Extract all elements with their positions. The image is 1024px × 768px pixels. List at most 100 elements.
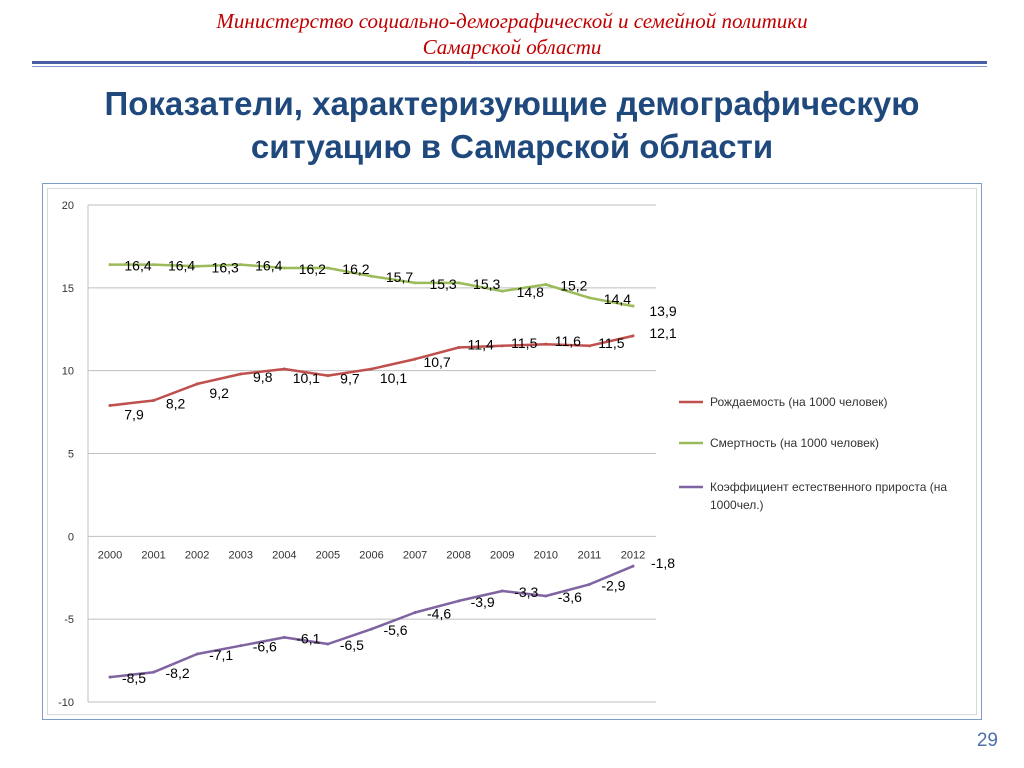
header-divider-thick bbox=[32, 61, 987, 64]
data-label: -4,6 bbox=[427, 606, 451, 622]
chart-area-border bbox=[47, 188, 977, 715]
x-tick-label: 2000 bbox=[98, 549, 122, 561]
x-tick-label: 2010 bbox=[534, 549, 558, 561]
data-point bbox=[326, 266, 330, 270]
data-point bbox=[457, 281, 461, 285]
slide-title-line1: Показатели, характеризующие демографичес… bbox=[104, 85, 920, 122]
data-label: 16,4 bbox=[124, 258, 151, 274]
x-tick-label: 2004 bbox=[272, 549, 296, 561]
data-label: 8,2 bbox=[166, 395, 186, 411]
data-point bbox=[631, 564, 635, 568]
data-point bbox=[544, 283, 548, 287]
slide-title-line2: ситуацию в Самарской области bbox=[250, 128, 774, 165]
data-point bbox=[631, 334, 635, 338]
data-label: 11,5 bbox=[511, 335, 537, 351]
x-tick-label: 2006 bbox=[359, 549, 383, 561]
data-label: -3,9 bbox=[471, 594, 495, 610]
data-label: 10,7 bbox=[423, 354, 450, 370]
data-label: 9,2 bbox=[209, 385, 229, 401]
data-point bbox=[587, 296, 591, 300]
data-point bbox=[239, 372, 243, 376]
data-label: 14,8 bbox=[517, 284, 544, 300]
data-point bbox=[326, 642, 330, 646]
data-point bbox=[500, 344, 504, 348]
x-tick-label: 2001 bbox=[141, 549, 165, 561]
legend-label: Коэффициент естественного прироста (на bbox=[710, 480, 947, 494]
ministry-name-line2: Самарской области bbox=[422, 35, 602, 59]
data-label: 10,1 bbox=[380, 370, 407, 386]
data-point bbox=[195, 382, 199, 386]
data-point bbox=[282, 367, 286, 371]
data-label: 9,8 bbox=[253, 369, 273, 385]
y-tick-label: -10 bbox=[58, 697, 74, 709]
y-tick-label: 0 bbox=[68, 531, 74, 543]
data-label: -8,2 bbox=[166, 665, 190, 681]
data-point bbox=[500, 589, 504, 593]
data-label: 11,6 bbox=[555, 333, 581, 349]
data-point bbox=[544, 594, 548, 598]
ministry-name-line1: Министерство социально-демографической и… bbox=[216, 9, 808, 33]
data-label: 16,4 bbox=[168, 258, 195, 274]
data-point bbox=[370, 274, 373, 278]
data-point bbox=[152, 263, 156, 267]
legend-label: Рождаемость (на 1000 человек) bbox=[710, 395, 888, 409]
data-point bbox=[239, 644, 243, 648]
x-tick-label: 2003 bbox=[229, 549, 253, 561]
page-number: 29 bbox=[976, 730, 998, 751]
data-point bbox=[195, 264, 199, 268]
x-tick-label: 2002 bbox=[185, 549, 209, 561]
data-label: 12,1 bbox=[649, 325, 676, 341]
y-tick-label: 15 bbox=[62, 283, 74, 295]
x-tick-label: 2012 bbox=[621, 549, 645, 561]
x-tick-label: 2008 bbox=[446, 549, 470, 561]
data-point bbox=[457, 345, 461, 349]
data-point bbox=[108, 263, 112, 267]
data-point bbox=[413, 281, 417, 285]
data-point bbox=[587, 344, 591, 348]
data-label: 11,4 bbox=[468, 336, 494, 352]
legend-label: 1000чел.) bbox=[710, 498, 764, 512]
data-point bbox=[370, 367, 373, 371]
y-tick-label: 5 bbox=[68, 449, 74, 461]
data-label: -3,6 bbox=[558, 589, 582, 605]
data-point bbox=[195, 652, 199, 656]
data-label: 11,5 bbox=[598, 335, 624, 351]
data-label: -7,1 bbox=[209, 647, 233, 663]
x-tick-label: 2005 bbox=[316, 549, 340, 561]
data-label: 13,9 bbox=[649, 303, 676, 319]
data-label: 16,2 bbox=[342, 261, 369, 277]
data-point bbox=[152, 670, 156, 674]
data-label: 15,3 bbox=[473, 276, 500, 292]
y-tick-label: -5 bbox=[64, 614, 74, 626]
data-point bbox=[152, 398, 156, 402]
data-label: -8,5 bbox=[122, 670, 146, 686]
data-label: 15,2 bbox=[560, 278, 587, 294]
data-label: 16,3 bbox=[212, 259, 239, 275]
x-tick-label: 2007 bbox=[403, 549, 427, 561]
data-label: -1,8 bbox=[651, 555, 675, 571]
data-label: -6,6 bbox=[253, 639, 277, 655]
data-label: 9,7 bbox=[340, 371, 360, 387]
legend-label: Смертность (на 1000 человек) bbox=[710, 436, 879, 450]
data-point bbox=[631, 304, 635, 308]
data-label: 16,4 bbox=[255, 258, 282, 274]
data-label: 16,2 bbox=[299, 261, 326, 277]
data-label: -6,1 bbox=[296, 630, 320, 646]
data-label: -6,5 bbox=[340, 637, 364, 653]
data-point bbox=[544, 342, 548, 346]
series-line bbox=[109, 565, 634, 679]
data-point bbox=[413, 611, 417, 615]
data-label: 15,7 bbox=[386, 269, 413, 285]
data-label: -2,9 bbox=[601, 577, 625, 593]
y-tick-label: 20 bbox=[62, 200, 74, 212]
data-label: 10,1 bbox=[293, 370, 320, 386]
data-point bbox=[587, 582, 591, 586]
data-point bbox=[108, 675, 112, 679]
data-label: 15,3 bbox=[429, 276, 456, 292]
data-point bbox=[282, 266, 286, 270]
data-point bbox=[326, 374, 330, 378]
x-tick-label: 2009 bbox=[490, 549, 514, 561]
data-point bbox=[108, 403, 112, 407]
data-point bbox=[370, 627, 373, 631]
